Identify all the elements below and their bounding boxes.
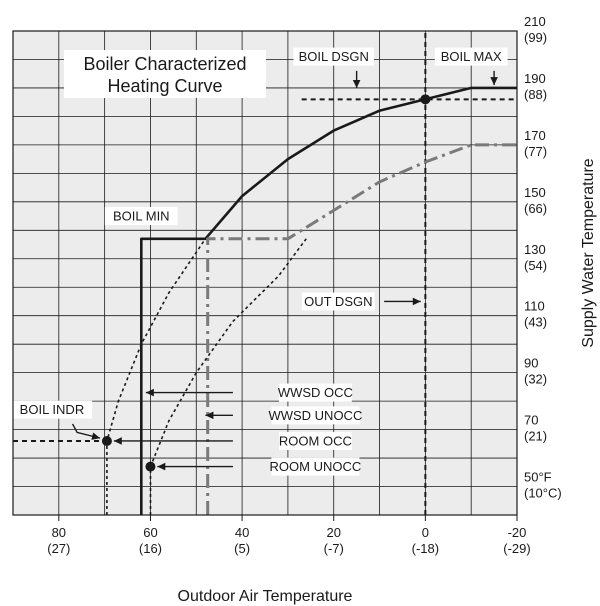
y-tick-label: 50°F [524,470,552,485]
y-tick-sublabel: (32) [524,372,547,387]
y-tick-label: 130 [524,242,546,257]
marker-boil-dsgn [420,94,431,105]
chart-title: Boiler Characterized Heating Curve [64,50,266,98]
x-tick-sublabel: (27) [47,541,70,556]
annotation-box [279,383,352,402]
annotation-label: BOIL MAX [441,49,502,64]
annotation-arrowhead [490,77,498,86]
x-tick-label: 0 [422,525,429,540]
annotation-arrowhead [412,297,421,306]
y-tick-sublabel: (88) [524,87,547,102]
annotation-label: BOIL MIN [113,209,170,224]
x-tick-label: 40 [235,525,249,540]
annotation-arrowhead [205,411,214,420]
annotation-arrowhead [145,388,154,397]
series-line-3 [106,238,207,515]
x-tick-label: 80 [52,525,66,540]
plot-background [13,31,517,515]
y-tick-sublabel: (66) [524,201,547,216]
annotation-arrowhead [352,79,361,88]
x-tick-label: 20 [326,525,340,540]
y-tick-sublabel: (99) [524,30,547,45]
y-tick-sublabel: (10°C) [524,486,562,501]
x-tick-sublabel: (5) [234,541,250,556]
annotation-box [271,406,360,425]
annotation-box [301,292,375,311]
y-tick-label: 170 [524,128,546,143]
series-line-1 [140,86,517,515]
x-tick-sublabel: (-7) [324,541,344,556]
x-tick-sublabel: (-18) [412,541,439,556]
y-axis-title: Supply Water Temperature [580,158,597,348]
annotation-label: OUT DSGN [304,294,372,309]
y-tick-label: 110 [524,299,545,314]
x-tick-sublabel: (-29) [503,541,530,556]
annotation-arrowhead [157,462,166,471]
annotation-label: ROOM UNOCC [270,459,362,474]
series-line-2 [206,143,517,515]
annotation-label: ROOM OCC [279,433,352,448]
markers [101,94,431,472]
x-tick-label: -20 [508,525,527,540]
annotation-box [293,47,374,66]
annotation-label: WWSD OCC [278,385,353,400]
y-tick-label: 70 [524,413,538,428]
x-axis-ticks: 80(27) 60(16) 40(5) 20(-7) 0(-18) -20(-29) [47,515,531,556]
y-tick-label: 190 [524,71,546,86]
chart-title-line-2: Heating Curve [107,76,222,96]
annotation-arrowhead [113,437,122,445]
y-axis-ticks: 210(99) 190(88) 170(77) 150(66) 130(54) 110(4… [524,14,562,501]
marker-boil-indr [101,435,112,446]
annotation-box [434,47,508,66]
x-axis-title: Outdoor Air Temperature [178,588,353,605]
annotation-labels: BOIL DSGN BOIL MAX BOIL MIN OUT DSGN WWSD OC… [11,47,508,476]
annotation-box [279,431,352,450]
annotation-label: WWSD UNOCC [268,408,362,423]
y-tick-sublabel: (43) [524,315,547,330]
annotation-label: BOIL INDR [20,402,85,417]
annotation-box [11,400,93,419]
x-tick-sublabel: (16) [139,541,162,556]
chart-title-line-1: Boiler Characterized [83,54,246,74]
annotation-box [271,457,360,476]
marker-room-unocc [145,461,156,472]
annotation-pointers [71,70,498,471]
annotation-box [104,207,178,226]
annotation-arrowhead [91,432,101,440]
y-tick-sublabel: (54) [524,258,547,273]
x-tick-label: 60 [143,525,157,540]
y-tick-sublabel: (21) [524,429,547,444]
annotation-label: BOIL DSGN [299,49,369,64]
design-guides [13,31,517,515]
y-tick-label: 210 [524,14,546,29]
y-tick-label: 150 [524,185,546,200]
y-tick-label: 90 [524,356,538,371]
y-tick-sublabel: (77) [524,144,547,159]
plot-frame [12,30,518,516]
